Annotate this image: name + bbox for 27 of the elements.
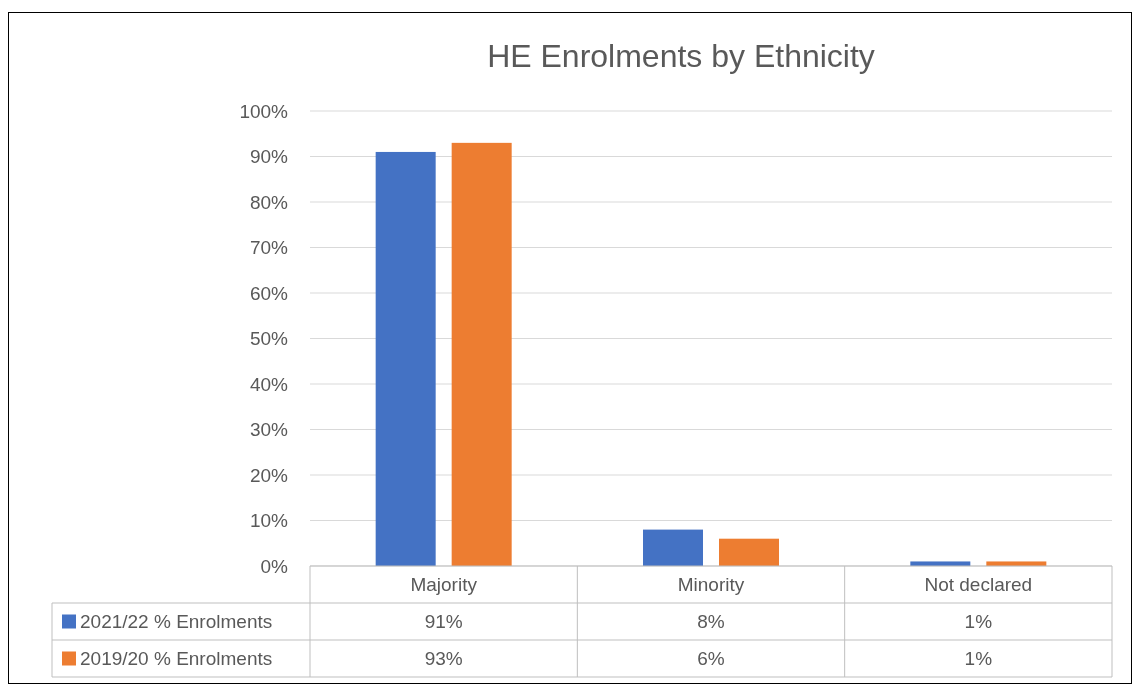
data-label: 1%: [964, 648, 993, 670]
y-tick-label: 60%: [249, 282, 289, 304]
y-tick-label: 50%: [249, 328, 289, 350]
bar: [719, 538, 779, 566]
bar: [451, 142, 512, 566]
bar: [375, 151, 436, 566]
x-tick-label: Not declared: [924, 574, 1033, 596]
y-tick-label: 10%: [249, 510, 289, 532]
data-label: 8%: [697, 611, 725, 633]
x-tick-label: Minority: [677, 574, 745, 596]
y-tick-label: 100%: [239, 100, 289, 122]
y-tick-label: 70%: [249, 237, 289, 259]
y-tick-label: 90%: [249, 146, 289, 168]
legend-label: 2021/22 % Enrolments: [80, 611, 273, 633]
y-tick-label: 40%: [249, 373, 289, 395]
bar: [643, 529, 703, 566]
data-label: 91%: [424, 611, 463, 633]
y-tick-label: 0%: [260, 555, 289, 577]
data-label: 93%: [424, 648, 463, 670]
y-tick-label: 30%: [249, 419, 289, 441]
data-label: 6%: [697, 648, 725, 670]
data-label: 1%: [964, 611, 993, 633]
x-tick-label: Majority: [410, 574, 478, 596]
chart-title: HE Enrolments by Ethnicity: [487, 38, 875, 74]
legend-label: 2019/20 % Enrolments: [80, 648, 273, 670]
y-tick-label: 80%: [249, 191, 289, 213]
y-tick-label: 20%: [249, 464, 289, 486]
